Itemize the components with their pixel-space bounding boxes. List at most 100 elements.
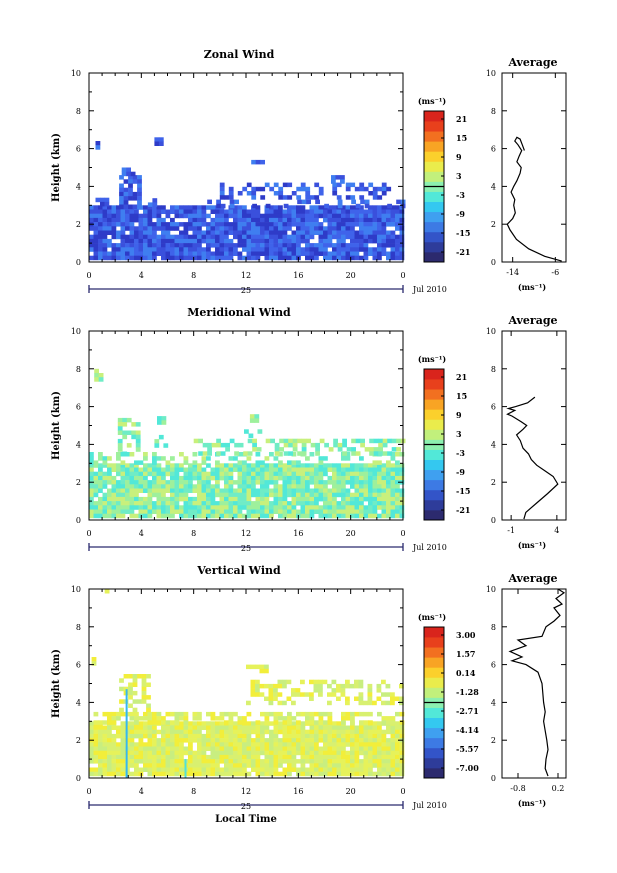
date-day-label: 25 xyxy=(241,544,251,553)
x-tick-label: 0 xyxy=(86,787,91,796)
x-tick-label: 16 xyxy=(293,787,303,796)
y-axis-label: Height (km) xyxy=(51,133,62,202)
colorbar-label: 1.57 xyxy=(456,649,475,659)
x-tick-label: 12 xyxy=(241,787,251,796)
x-tick-label: 8 xyxy=(191,529,196,538)
colorbar-label: -1.28 xyxy=(456,687,479,697)
y-tick-label: 6 xyxy=(76,661,81,670)
colorbar-swatch xyxy=(424,211,444,223)
x-tick-label: 12 xyxy=(241,271,251,280)
x-tick-label: 8 xyxy=(191,787,196,796)
x-tick-label: 0 xyxy=(400,271,405,280)
colorbar-label: 3 xyxy=(456,171,462,181)
y-tick-label: 4 xyxy=(76,440,81,449)
average-title: Average xyxy=(507,572,557,585)
x-tick-label: 20 xyxy=(346,529,356,538)
y-tick-label: 8 xyxy=(76,365,81,374)
colorbar-label: 9 xyxy=(456,152,462,162)
colorbar-label: 0.14 xyxy=(456,668,476,678)
colorbar-label: -15 xyxy=(456,228,470,238)
date-month-label: Jul 2010 xyxy=(412,543,447,552)
colorbar-label: -5.57 xyxy=(456,744,479,754)
y-tick-label: 0 xyxy=(76,774,81,783)
y-tick-label: 10 xyxy=(71,69,81,78)
date-day-label: 25 xyxy=(241,802,251,811)
colorbar-swatch xyxy=(424,379,444,390)
panel-title: Meridional Wind xyxy=(187,306,291,319)
colorbar-swatch xyxy=(424,757,444,769)
colorbar-label: 21 xyxy=(456,114,467,124)
data-patches xyxy=(89,137,406,261)
colorbar-swatch xyxy=(424,677,444,688)
date-month-label: Jul 2010 xyxy=(412,801,447,810)
colorbar-swatch xyxy=(424,161,444,172)
avg-unit-label: (ms⁻¹) xyxy=(518,282,546,292)
colorbar-swatch xyxy=(424,707,444,718)
colorbar-swatch xyxy=(424,489,444,501)
y-tick-label: 10 xyxy=(71,585,81,594)
avg-y-tick-label: 0 xyxy=(491,774,496,783)
y-tick-label: 4 xyxy=(76,698,81,707)
colorbar-label: 21 xyxy=(456,372,467,382)
average-frame xyxy=(501,72,567,263)
colorbar-swatch xyxy=(424,687,444,698)
avg-y-tick-label: 6 xyxy=(491,661,496,670)
x-tick-label: 4 xyxy=(139,271,144,280)
colorbar-swatch xyxy=(424,747,444,759)
avg-y-tick-label: 4 xyxy=(491,698,496,707)
updraft-streak xyxy=(125,689,128,778)
x-tick-label: 8 xyxy=(191,271,196,280)
colorbar-swatch xyxy=(424,231,444,243)
x-tick-label: 4 xyxy=(139,529,144,538)
colorbar-swatch xyxy=(424,627,444,638)
y-tick-label: 2 xyxy=(76,478,81,487)
avg-y-tick-label: 10 xyxy=(486,69,496,78)
colorbar-label: -21 xyxy=(456,247,470,257)
colorbar-label: 3.00 xyxy=(456,630,476,640)
avg-y-tick-label: 8 xyxy=(491,623,496,632)
colorbar-label: 15 xyxy=(456,391,467,401)
colorbar-swatch xyxy=(424,141,444,152)
average-title: Average xyxy=(507,314,557,327)
avg-y-tick-label: 6 xyxy=(491,145,496,154)
x-tick-label: 16 xyxy=(293,271,303,280)
colorbar-swatch xyxy=(424,191,444,202)
avg-y-tick-label: 2 xyxy=(491,736,496,745)
avg-x-tick-label: -14 xyxy=(506,268,519,277)
colorbar-swatch xyxy=(424,241,444,253)
avg-y-tick-label: 0 xyxy=(491,516,496,525)
colorbar-swatch xyxy=(424,251,444,263)
colorbar-swatch xyxy=(424,121,444,132)
average-frame xyxy=(501,330,567,521)
colorbar-swatch xyxy=(424,767,444,779)
colorbar-swatch xyxy=(424,479,444,491)
x-tick-label: 0 xyxy=(86,271,91,280)
average-profile-line xyxy=(506,136,562,262)
y-tick-label: 0 xyxy=(76,258,81,267)
colorbar-label: -3 xyxy=(456,448,465,458)
x-tick-label: 0 xyxy=(86,529,91,538)
panel-title: Vertical Wind xyxy=(196,564,281,577)
colorbar-swatch xyxy=(424,111,444,122)
colorbar-swatch xyxy=(424,657,444,668)
average-profile-line xyxy=(508,588,566,777)
avg-y-tick-label: 0 xyxy=(491,258,496,267)
colorbar-label: -21 xyxy=(456,505,470,515)
y-tick-label: 0 xyxy=(76,516,81,525)
x-tick-label: 20 xyxy=(346,271,356,280)
colorbar-swatch xyxy=(424,151,444,162)
colorbar-swatch xyxy=(424,727,444,739)
colorbar-swatch xyxy=(424,201,444,213)
colorbar-swatch xyxy=(424,419,444,430)
colorbar-swatch xyxy=(424,509,444,521)
x-tick-label: 12 xyxy=(241,529,251,538)
avg-unit-label: (ms⁻¹) xyxy=(518,798,546,808)
avg-y-tick-label: 6 xyxy=(491,403,496,412)
avg-y-tick-label: 8 xyxy=(491,365,496,374)
colorbar-swatch xyxy=(424,667,444,678)
avg-unit-label: (ms⁻¹) xyxy=(518,540,546,550)
colorbar-label: -15 xyxy=(456,486,470,496)
y-tick-label: 4 xyxy=(76,182,81,191)
